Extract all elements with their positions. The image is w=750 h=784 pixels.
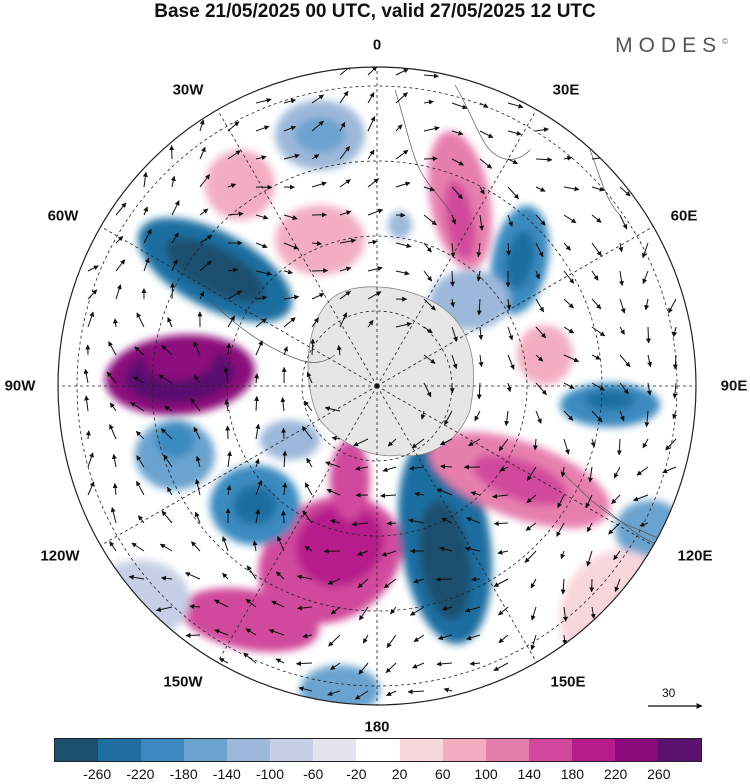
colorbar-swatch <box>98 739 141 761</box>
colorbar-tick-label: -20 <box>346 766 366 782</box>
colorbar-swatch <box>270 739 313 761</box>
colorbar-swatch <box>227 739 270 761</box>
longitude-label-60w: 60W <box>48 208 79 225</box>
longitude-label-150e: 150E <box>550 674 585 691</box>
colorbar-swatch <box>486 739 529 761</box>
longitude-label-90e: 90E <box>721 378 748 395</box>
longitude-label-0: 0 <box>373 37 381 54</box>
wind-vector <box>648 327 649 343</box>
longitude-label-30w: 30W <box>173 82 204 99</box>
wind-vector <box>283 428 284 439</box>
colorbar-tick-label: -220 <box>126 766 154 782</box>
colorbar-tick-label: -140 <box>213 766 241 782</box>
anomaly-contour <box>260 420 320 460</box>
colorbar-swatch <box>356 739 399 761</box>
colorbar-swatch <box>400 739 443 761</box>
longitude-label-180: 180 <box>364 719 389 736</box>
map-title: Base 21/05/2025 00 UTC, valid 27/05/2025… <box>0 0 750 24</box>
wind-vector <box>452 271 453 286</box>
anomaly-contour <box>300 665 380 715</box>
colorbar-swatch <box>658 739 701 761</box>
wind-vector <box>436 579 452 580</box>
wind-vector <box>172 283 173 299</box>
wind-vector <box>312 271 328 272</box>
colorbar-tick-label: 20 <box>392 766 408 782</box>
pole-dot <box>375 384 380 389</box>
colorbar-tick-label: 180 <box>561 766 584 782</box>
wind-vector <box>472 579 480 580</box>
colorbar <box>54 738 702 762</box>
anomaly-contour <box>155 422 195 458</box>
anomaly-contour <box>330 440 370 520</box>
longitude-label-120w: 120W <box>40 548 79 565</box>
colorbar-tick-label: -60 <box>303 766 323 782</box>
colorbar-swatch <box>529 739 572 761</box>
longitude-label-30e: 30E <box>553 82 580 99</box>
colorbar-swatch <box>141 739 184 761</box>
colorbar-tick-label: -100 <box>256 766 284 782</box>
colorbar-tick-label: 140 <box>518 766 541 782</box>
colorbar-tick-label: -260 <box>83 766 111 782</box>
longitude-label-90w: 90W <box>5 378 36 395</box>
longitude-label-60e: 60E <box>671 208 698 225</box>
longitude-label-120e: 120E <box>677 548 712 565</box>
anomaly-contour <box>560 550 680 690</box>
modes-logo: MODES© <box>615 34 728 58</box>
colorbar-tick-label: 60 <box>435 766 451 782</box>
colorbar-swatch <box>184 739 227 761</box>
longitude-label-150w: 150W <box>163 674 202 691</box>
wind-vector <box>228 426 229 439</box>
colorbar-swatch <box>313 739 356 761</box>
colorbar-swatch <box>615 739 658 761</box>
wind-vector <box>186 635 200 636</box>
reference-vector-label: 30 <box>662 686 675 700</box>
wind-vector <box>424 159 437 160</box>
anomaly-contour <box>205 150 275 220</box>
wind-vector <box>172 146 173 159</box>
colorbar-tick-label: -180 <box>170 766 198 782</box>
colorbar-swatch <box>55 739 98 761</box>
colorbar-tick-label: 260 <box>647 766 670 782</box>
anomaly-contour <box>295 117 345 153</box>
wind-vector <box>387 523 396 524</box>
colorbar-swatch <box>443 739 486 761</box>
colorbar-tick-label: 220 <box>604 766 627 782</box>
colorbar-tick-label: 100 <box>474 766 497 782</box>
colorbar-swatch <box>572 739 615 761</box>
colorbar-ticks: -260 -220 -180 -140 -100 -60 -20 20 60 100 140 180 2… <box>54 766 702 784</box>
